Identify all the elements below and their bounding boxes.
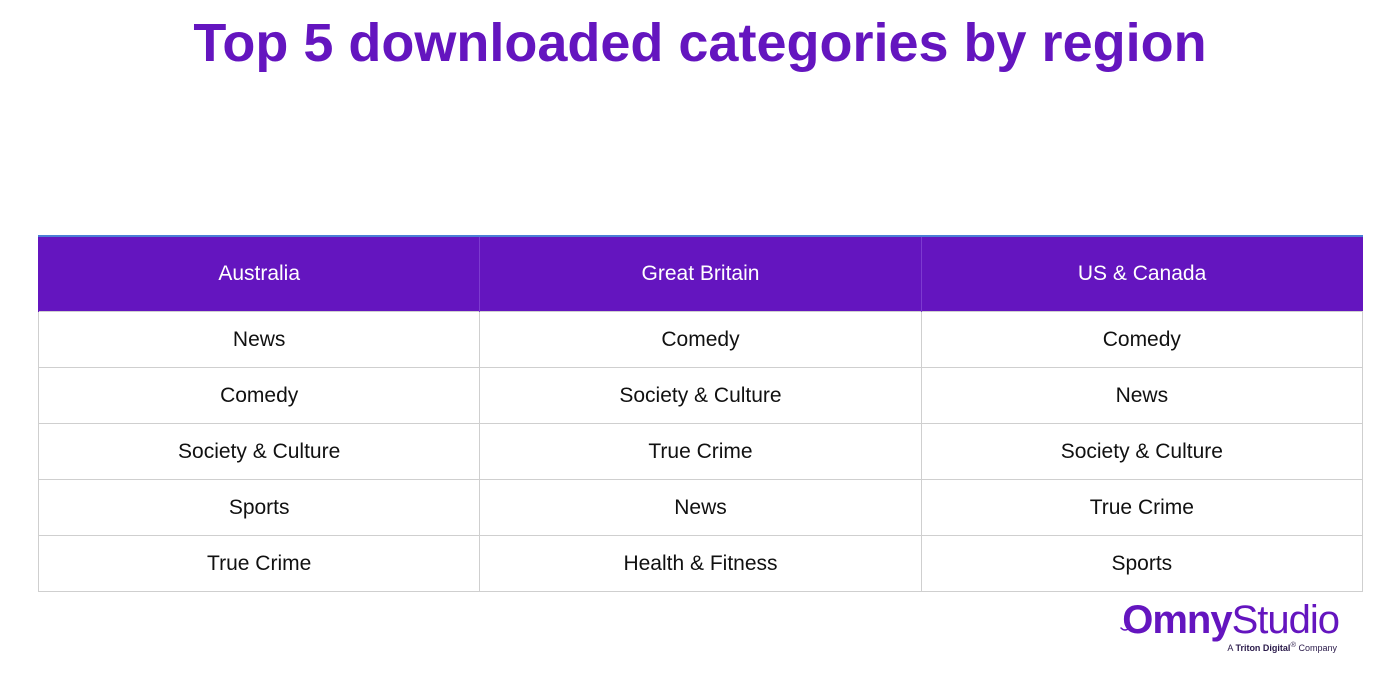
column-header-australia: Australia <box>37 235 480 312</box>
table-cell: True Crime <box>920 479 1364 536</box>
table-row: News Comedy Comedy <box>37 311 1364 368</box>
logo-tagline-prefix: A <box>1227 643 1236 653</box>
logo-tagline-mark: ® <box>1290 640 1296 649</box>
table-cell: True Crime <box>479 423 922 480</box>
category-table: Australia Great Britain US & Canada News… <box>37 235 1364 592</box>
logo-brand-studio: Studio <box>1231 598 1340 642</box>
table-header-row: Australia Great Britain US & Canada <box>37 235 1363 312</box>
table-cell: News <box>920 367 1364 424</box>
table-cell: Society & Culture <box>479 367 922 424</box>
logo-brand-omny: Omny <box>1122 598 1232 642</box>
logo-wordmark: OmnyStudio <box>1122 596 1340 644</box>
table-cell: Comedy <box>37 367 481 424</box>
logo-tagline-brand: Triton Digital <box>1235 643 1291 653</box>
table-cell: Society & Culture <box>37 423 481 480</box>
logo-smile-icon <box>1120 627 1130 631</box>
category-table-container: Australia Great Britain US & Canada News… <box>37 235 1364 592</box>
table-cell: News <box>479 479 922 536</box>
table-cell: Society & Culture <box>920 423 1364 480</box>
table-cell: Comedy <box>479 311 922 368</box>
table-cell: True Crime <box>37 535 481 592</box>
table-row: True Crime Health & Fitness Sports <box>37 535 1364 592</box>
table-cell: Sports <box>920 535 1364 592</box>
table-cell: Sports <box>37 479 481 536</box>
table-row: Sports News True Crime <box>37 479 1364 536</box>
column-header-us-canada: US & Canada <box>920 235 1363 312</box>
table-row: Society & Culture True Crime Society & C… <box>37 423 1364 480</box>
logo-tagline-suffix: Company <box>1295 643 1337 653</box>
omny-studio-logo: OmnyStudio A Triton Digital® Company <box>1115 596 1340 653</box>
table-cell: Comedy <box>920 311 1364 368</box>
table-row: Comedy Society & Culture News <box>37 367 1364 424</box>
table-cell: Health & Fitness <box>479 535 922 592</box>
logo-tagline: A Triton Digital® Company <box>1227 640 1337 653</box>
table-cell: News <box>37 311 481 368</box>
column-header-great-britain: Great Britain <box>479 235 922 312</box>
page-title: Top 5 downloaded categories by region <box>193 13 1207 73</box>
